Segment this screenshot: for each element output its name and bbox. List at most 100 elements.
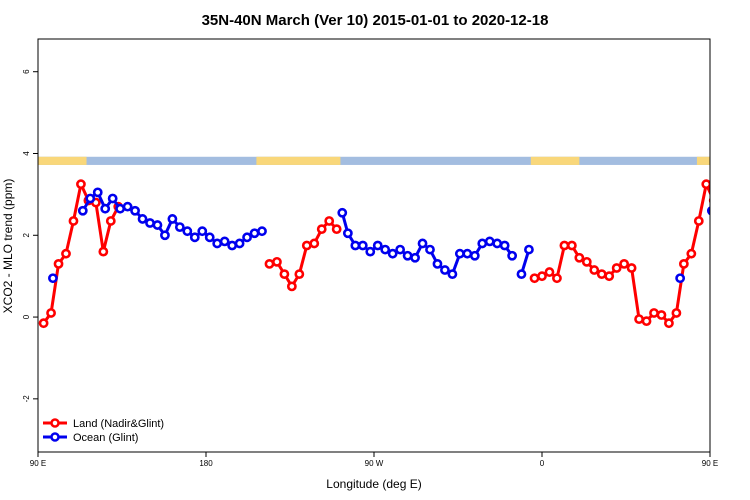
data-point bbox=[48, 273, 58, 284]
data-point bbox=[559, 240, 570, 251]
data-point bbox=[544, 267, 555, 277]
data-point bbox=[264, 259, 275, 269]
data-point bbox=[402, 250, 413, 261]
data-point bbox=[454, 248, 465, 259]
data-point bbox=[130, 205, 140, 216]
data-point bbox=[649, 308, 659, 318]
data-point bbox=[107, 193, 118, 204]
data-point bbox=[115, 203, 126, 214]
data-point bbox=[212, 238, 223, 249]
data-point bbox=[77, 205, 88, 216]
data-point bbox=[53, 259, 64, 269]
data-point bbox=[85, 193, 96, 204]
data-point bbox=[167, 214, 178, 224]
data-point bbox=[160, 230, 170, 241]
data-point bbox=[152, 220, 163, 230]
data-point bbox=[182, 226, 193, 237]
x-axis-label: Longitude (deg E) bbox=[326, 477, 421, 491]
data-point bbox=[524, 244, 534, 255]
y-axis-label: XCO2 - MLO trend (ppm) bbox=[1, 179, 15, 314]
data-point bbox=[516, 269, 527, 280]
series-layer bbox=[38, 179, 710, 329]
surface-strip bbox=[38, 156, 710, 165]
x-tick-label: 90 W bbox=[365, 459, 384, 468]
data-point bbox=[272, 256, 282, 267]
series-land bbox=[38, 179, 710, 329]
data-point bbox=[38, 318, 49, 329]
data-point bbox=[227, 240, 238, 251]
data-point bbox=[410, 252, 420, 263]
data-point bbox=[596, 269, 607, 280]
data-point bbox=[61, 248, 71, 259]
strip-land-segment bbox=[38, 156, 87, 165]
data-point bbox=[432, 259, 443, 269]
data-point bbox=[46, 308, 56, 318]
data-point bbox=[507, 250, 518, 261]
data-point bbox=[219, 236, 230, 247]
data-point bbox=[105, 216, 116, 226]
data-point bbox=[309, 238, 320, 249]
data-point bbox=[701, 179, 710, 190]
data-point bbox=[316, 224, 327, 235]
data-point bbox=[656, 310, 667, 320]
data-point bbox=[294, 269, 305, 280]
legend-land-marker bbox=[50, 418, 60, 428]
data-point bbox=[619, 259, 630, 269]
strip-ocean bbox=[38, 156, 710, 165]
strip-land-segment bbox=[530, 156, 580, 165]
chart-title: 35N-40N March (Ver 10) 2015-01-01 to 202… bbox=[202, 12, 549, 29]
data-point bbox=[387, 248, 398, 259]
data-point bbox=[611, 263, 622, 273]
y-axis: -2 0 2 4 6 bbox=[22, 69, 38, 402]
data-point bbox=[350, 240, 361, 251]
y-tick-label: 2 bbox=[22, 233, 31, 238]
strip-land-segment bbox=[256, 156, 341, 165]
data-point bbox=[204, 232, 215, 243]
data-point bbox=[499, 240, 510, 251]
data-point bbox=[331, 224, 342, 235]
data-point bbox=[357, 240, 368, 251]
data-point bbox=[641, 316, 652, 327]
data-point bbox=[137, 214, 148, 224]
data-point bbox=[425, 244, 435, 255]
x-tick-label: 90 E bbox=[702, 459, 718, 468]
data-point bbox=[98, 246, 109, 257]
y-tick-label: -2 bbox=[22, 395, 31, 403]
data-point bbox=[68, 216, 79, 226]
legend: Land (Nadir&Glint) Ocean (Glint) bbox=[43, 418, 164, 444]
data-point bbox=[693, 216, 704, 226]
data-point bbox=[249, 228, 260, 239]
data-point bbox=[242, 232, 252, 243]
strip-land-segment bbox=[696, 156, 710, 165]
legend-ocean-label: Ocean (Glint) bbox=[73, 432, 138, 444]
data-point bbox=[447, 269, 458, 280]
data-point bbox=[380, 244, 391, 255]
x-tick-label: 180 bbox=[199, 459, 213, 468]
data-point bbox=[604, 271, 615, 282]
legend-land-label: Land (Nadir&Glint) bbox=[73, 418, 164, 430]
data-point bbox=[589, 265, 600, 275]
data-point bbox=[492, 238, 503, 249]
data-point bbox=[301, 240, 312, 251]
data-point bbox=[324, 216, 335, 226]
y-tick-label: 6 bbox=[22, 69, 31, 74]
data-point bbox=[477, 238, 488, 249]
data-point bbox=[145, 218, 155, 228]
data-point bbox=[234, 238, 245, 249]
data-point bbox=[686, 248, 697, 259]
data-point bbox=[462, 248, 473, 259]
data-point bbox=[286, 281, 297, 292]
data-point bbox=[634, 314, 644, 325]
data-point bbox=[417, 238, 428, 249]
series-line bbox=[269, 219, 338, 288]
data-point bbox=[76, 179, 86, 190]
data-point bbox=[100, 203, 111, 214]
data-point bbox=[626, 263, 637, 273]
data-point bbox=[440, 265, 450, 275]
data-point bbox=[537, 271, 547, 282]
x-tick-label: 0 bbox=[540, 459, 545, 468]
data-point bbox=[257, 226, 267, 237]
legend-ocean-marker bbox=[50, 432, 60, 442]
